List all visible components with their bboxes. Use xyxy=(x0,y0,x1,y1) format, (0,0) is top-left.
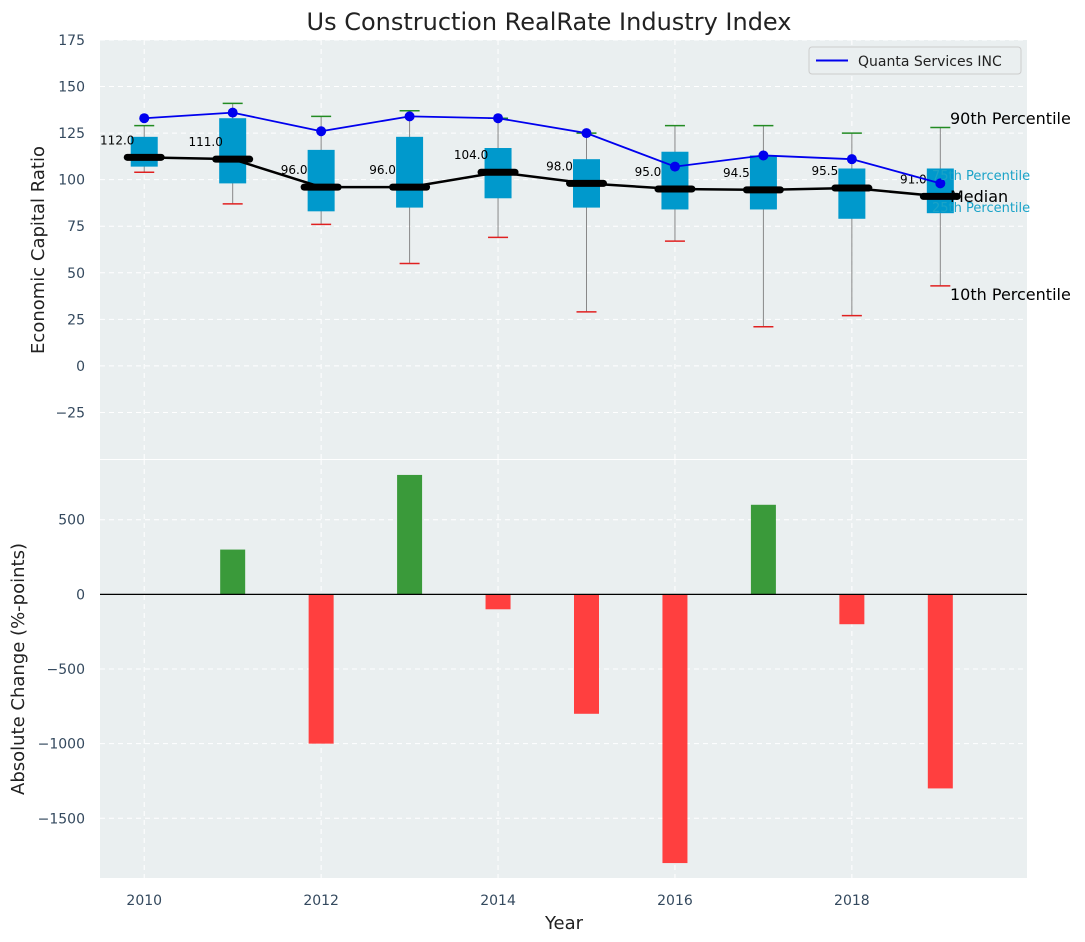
iqr-box xyxy=(749,155,777,210)
median-value-label: 91.0 xyxy=(900,172,927,186)
x-tick-label: 2012 xyxy=(303,893,339,909)
change-bar xyxy=(573,594,599,714)
change-bar xyxy=(839,594,865,625)
company-point xyxy=(404,111,415,122)
bottom-y-tick-label: −1000 xyxy=(38,737,85,753)
x-tick-label: 2018 xyxy=(834,893,870,909)
x-tick-label: 2016 xyxy=(657,893,693,909)
bottom-y-tick-label: −500 xyxy=(47,662,85,678)
top-y-tick-label: 75 xyxy=(67,219,85,235)
top-y-tick-label: 0 xyxy=(76,359,85,375)
median-line xyxy=(144,156,941,198)
median-value-label: 111.0 xyxy=(189,135,223,149)
top-y-tick-label: 50 xyxy=(67,266,85,282)
median-value-label: 104.0 xyxy=(454,148,488,162)
percentile-annotations: 90th Percentile 75th Percentile Median 2… xyxy=(932,109,1071,304)
iqr-box xyxy=(838,168,866,219)
p25-annotation: 25th Percentile xyxy=(932,201,1030,216)
iqr-box xyxy=(661,151,689,210)
company-point xyxy=(139,113,150,124)
top-y-tick-label: 175 xyxy=(58,33,85,49)
iqr-box xyxy=(130,136,158,167)
legend: Quanta Services INC xyxy=(808,46,1022,75)
median-value-label: 94.5 xyxy=(723,166,750,180)
iqr-box xyxy=(926,168,954,214)
top-y-axis-label: Economic Capital Ratio xyxy=(28,146,49,354)
top-y-tick-label: 150 xyxy=(58,80,85,96)
median-value-label: 95.0 xyxy=(635,165,662,179)
bottom-x-ticks: 2010 2012 2014 2016 2018 xyxy=(126,893,869,909)
top-marks: 112.0 111.0 96.0 96.0 104.0 98.0 95.0 94.5 95.5 9… xyxy=(100,102,961,328)
change-bar xyxy=(308,594,334,744)
company-point xyxy=(846,154,857,165)
change-bar xyxy=(662,594,688,864)
p10-annotation: 10th Percentile xyxy=(950,285,1071,304)
company-point xyxy=(581,128,592,139)
bottom-y-tick-label: 0 xyxy=(76,587,85,603)
median-annotation: Median xyxy=(950,187,1008,206)
company-point xyxy=(935,178,946,189)
p90-annotation: 90th Percentile xyxy=(950,109,1071,128)
bottom-y-tick-label: 500 xyxy=(58,513,85,529)
p75-annotation: 75th Percentile xyxy=(932,169,1030,184)
bottom-y-axis-label: Absolute Change (%-points) xyxy=(8,543,29,795)
median-value-label: 98.0 xyxy=(546,159,573,173)
median-value-label: 95.5 xyxy=(812,164,839,178)
top-panel: −25 0 25 50 75 100 125 150 175 Economic Capital … xyxy=(28,33,1071,459)
top-plot-area xyxy=(100,40,1027,459)
median-value-label: 96.0 xyxy=(369,163,396,177)
legend-box xyxy=(808,46,1022,75)
company-line xyxy=(144,111,941,185)
change-bar xyxy=(485,594,511,610)
x-axis-label: Year xyxy=(544,913,584,934)
top-y-tick-label: 125 xyxy=(58,126,85,142)
top-y-ticks: −25 0 25 50 75 100 125 150 175 xyxy=(55,33,85,421)
change-bar xyxy=(750,504,776,595)
change-bar xyxy=(220,549,246,595)
change-bar xyxy=(397,474,423,595)
top-y-tick-label: 100 xyxy=(58,173,85,189)
bottom-marks xyxy=(100,474,1027,864)
iqr-box xyxy=(396,136,424,208)
company-point xyxy=(227,107,238,118)
company-point xyxy=(758,150,769,161)
top-y-tick-label: 25 xyxy=(67,312,85,328)
top-y-tick-label: −25 xyxy=(55,405,85,421)
legend-entry-company: Quanta Services INC xyxy=(858,54,1002,70)
median-value-label: 112.0 xyxy=(100,133,134,147)
change-bar xyxy=(927,594,953,789)
company-point xyxy=(493,113,504,124)
chart-title: Us Construction RealRate Industry Index xyxy=(307,8,792,36)
bottom-y-tick-label: −1500 xyxy=(38,811,85,827)
iqr-box xyxy=(307,149,335,212)
median-value-label: 96.0 xyxy=(281,163,308,177)
bottom-y-ticks: −1500 −1000 −500 0 500 xyxy=(38,513,85,828)
x-tick-label: 2014 xyxy=(480,893,516,909)
company-point xyxy=(669,161,680,172)
company-point xyxy=(316,126,327,137)
iqr-box xyxy=(219,118,247,184)
x-tick-label: 2010 xyxy=(126,893,162,909)
